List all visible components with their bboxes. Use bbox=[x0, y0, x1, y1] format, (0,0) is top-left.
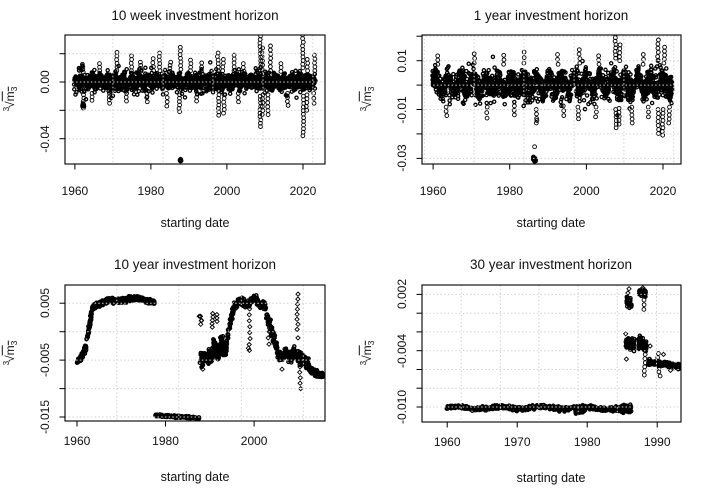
plot1-xaxis-title: starting date bbox=[160, 216, 230, 230]
x-tick-label: 1980 bbox=[152, 434, 179, 448]
x-tick-label: 1960 bbox=[61, 183, 89, 198]
x-tick-label: 1960 bbox=[419, 183, 447, 198]
y-tick-label: -0.004 bbox=[395, 333, 409, 368]
ylabel-radicand: m3 bbox=[359, 340, 377, 356]
x-tick-label: 2000 bbox=[240, 434, 268, 448]
y-tick-label: 0.00 bbox=[38, 70, 52, 94]
x-tick-label: 2020 bbox=[289, 183, 317, 198]
y-tick-label: -0.015 bbox=[38, 400, 52, 435]
plot2-title: 1 year investment horizon bbox=[473, 8, 629, 23]
ylabel-radical-index: 3 bbox=[1, 360, 11, 366]
plot3-yaxis-title: 3√m3 bbox=[1, 340, 20, 366]
plot-1-year-plot-border bbox=[421, 34, 682, 165]
ylabel-radicand: m3 bbox=[359, 86, 377, 102]
plot-10-year-points bbox=[74, 291, 325, 421]
ylabel-radical-index: 3 bbox=[1, 106, 11, 112]
plot4-title: 30 year investment horizon bbox=[469, 257, 633, 272]
y-tick-label: 0.005 bbox=[38, 288, 52, 319]
plot-10-year-tick-marks bbox=[59, 302, 255, 427]
ylabel-subscript: 3 bbox=[366, 86, 377, 92]
plot-1-year-gridlines bbox=[422, 35, 681, 164]
plot4-xaxis-title: starting date bbox=[516, 471, 586, 485]
plot-1-year-tick-marks bbox=[416, 35, 664, 170]
plot3-xaxis-title: starting date bbox=[160, 470, 230, 484]
plot-10-week-gridlines bbox=[65, 35, 325, 164]
y-tick-label: 0.002 bbox=[395, 279, 409, 310]
y-tick-label: -0.005 bbox=[38, 343, 52, 378]
ylabel-radicand: m3 bbox=[2, 340, 20, 356]
plot-30-year-plot-border bbox=[421, 284, 682, 423]
plot1-yaxis-title: 3√m3 bbox=[1, 86, 20, 112]
y-tick-label: 0.01 bbox=[395, 48, 409, 73]
plot-30-year-points bbox=[444, 285, 681, 416]
plot-30-year-tick-marks bbox=[416, 293, 658, 428]
x-tick-label: 1960 bbox=[63, 434, 91, 448]
plot2-xaxis-title: starting date bbox=[516, 216, 586, 230]
x-tick-label: 1990 bbox=[643, 434, 671, 449]
plot-30-year-gridlines bbox=[422, 285, 681, 422]
plot1-title: 10 week investment horizon bbox=[111, 8, 279, 23]
plot-10-week-plot-border bbox=[64, 34, 326, 165]
y-tick-label: -0.04 bbox=[38, 124, 52, 153]
plot2-yaxis-title: 3√m3 bbox=[358, 86, 377, 112]
plot-10-week-tick-marks bbox=[59, 53, 304, 170]
plot-10-year-gridlines bbox=[65, 285, 325, 421]
x-tick-label: 1980 bbox=[137, 183, 165, 198]
ylabel-radical-index: 3 bbox=[358, 106, 368, 112]
x-tick-label: 1980 bbox=[573, 434, 601, 449]
ylabel-radicand: m3 bbox=[2, 86, 20, 102]
ylabel-subscript: 3 bbox=[9, 86, 20, 92]
x-tick-label: 2000 bbox=[573, 183, 600, 198]
plot3-title: 10 year investment horizon bbox=[113, 257, 277, 272]
y-tick-label: -0.010 bbox=[395, 389, 409, 424]
ylabel-subscript: 3 bbox=[9, 340, 20, 346]
x-tick-label: 1970 bbox=[503, 434, 531, 449]
x-tick-label: 1980 bbox=[496, 183, 524, 198]
plot-10-week-points bbox=[71, 35, 318, 164]
plot-10-year-plot-border bbox=[64, 284, 326, 422]
x-tick-label: 2020 bbox=[649, 183, 677, 198]
plot4-yaxis-title: 3√m3 bbox=[358, 340, 377, 366]
ylabel-radical-index: 3 bbox=[358, 360, 368, 366]
plot-1-year-points bbox=[430, 35, 675, 164]
y-tick-label: -0.03 bbox=[395, 144, 409, 173]
ylabel-subscript: 3 bbox=[366, 340, 377, 346]
x-tick-label: 1960 bbox=[433, 434, 461, 449]
y-tick-label: -0.01 bbox=[395, 95, 409, 124]
x-tick-label: 2000 bbox=[213, 183, 241, 198]
